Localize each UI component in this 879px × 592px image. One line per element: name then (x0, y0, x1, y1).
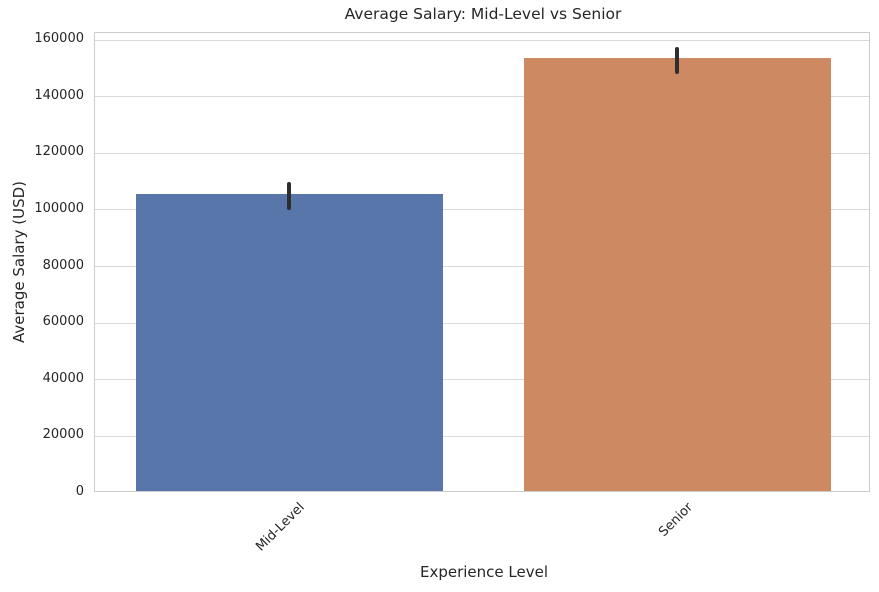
plot-area (94, 32, 870, 492)
y-tick-label: 40000 (42, 370, 84, 386)
chart-title: Average Salary: Mid-Level vs Senior (344, 5, 622, 23)
gridline (95, 209, 869, 211)
x-tick-label-senior: Senior (655, 500, 696, 540)
y-tick-label: 0 (75, 484, 84, 499)
gridline (95, 379, 869, 381)
error-bar-mid-level (287, 182, 291, 210)
gridline (95, 96, 869, 98)
bar-senior (523, 58, 831, 491)
x-axis-label: Experience Level (419, 563, 549, 581)
y-tick-label: 60000 (42, 314, 84, 330)
y-tick-label: 160000 (34, 31, 84, 47)
gridline (95, 152, 869, 154)
gridline (95, 435, 869, 437)
y-axis-label: Average Salary (USD) (10, 180, 28, 344)
gridline (95, 322, 869, 324)
y-tick-label: 140000 (34, 87, 84, 103)
y-tick-label: 120000 (34, 144, 84, 160)
gridline (95, 39, 869, 41)
x-tick-label-mid-level: Mid-Level (253, 500, 308, 555)
gridline (95, 266, 869, 268)
y-tick-label: 80000 (42, 257, 84, 273)
y-tick-label: 20000 (42, 427, 84, 443)
bar-mid-level (135, 194, 443, 491)
error-bar-senior (675, 47, 679, 75)
y-tick-label: 100000 (34, 200, 84, 216)
